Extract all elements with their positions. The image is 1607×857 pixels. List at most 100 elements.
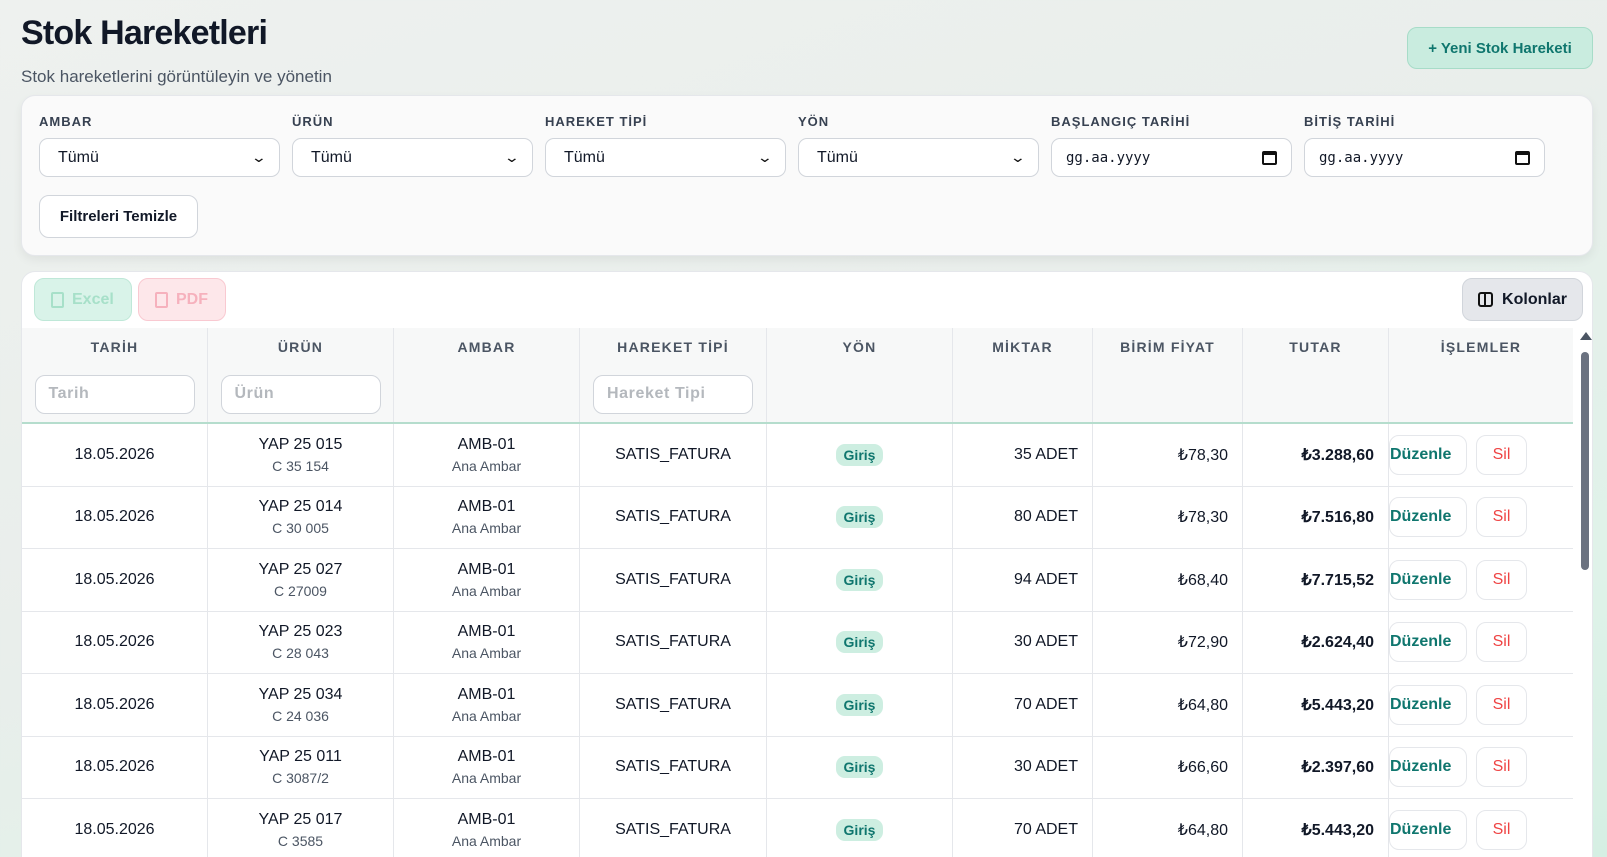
warehouse-name: Ana Ambar: [451, 770, 522, 787]
filter-yon-select[interactable]: Tümü ⌄: [798, 138, 1039, 177]
warehouse-code: AMB-01: [457, 435, 516, 453]
total-text: ₺5.443,20: [1301, 696, 1374, 714]
column-filter-tarih-cell: Tarih: [22, 366, 208, 422]
total-text: ₺2.397,60: [1301, 759, 1374, 777]
start-date-input[interactable]: gg.aa.yyyy: [1051, 138, 1292, 177]
unit-price-text: ₺68,40: [1177, 571, 1228, 589]
calendar-icon[interactable]: [1515, 150, 1530, 165]
cell-type: SATIS_FATURA: [580, 674, 767, 736]
cell-product: YAP 25 027 C 27009: [208, 549, 394, 611]
column-filter-urun-input[interactable]: Ürün: [220, 374, 381, 414]
cell-total: ₺2.397,60: [1243, 736, 1389, 798]
filter-baslangic-label: BAŞLANGIÇ TARİHİ: [1051, 114, 1191, 129]
header-hareket-tipi[interactable]: HAREKET TİPİ: [580, 328, 767, 366]
clear-filters-button[interactable]: Filtreleri Temizle: [39, 195, 198, 238]
cell-quantity: 80 ADET: [953, 486, 1093, 548]
export-excel-button[interactable]: Excel: [34, 278, 132, 321]
table-row[interactable]: 18.05.2026 YAP 25 017 C 3585 AMB-01 Ana …: [22, 799, 1573, 857]
header-miktar[interactable]: MİKTAR: [953, 328, 1093, 366]
direction-badge: Giriş: [835, 443, 884, 466]
quantity-text: 35 ADET: [1013, 445, 1078, 463]
cell-unit-price: ₺78,30: [1093, 486, 1243, 548]
cell-date: 18.05.2026: [22, 424, 208, 486]
delete-button[interactable]: Sil: [1476, 559, 1527, 600]
edit-button[interactable]: Düzenle: [1389, 684, 1467, 725]
product-code: C 3087/2: [272, 770, 329, 787]
header-ambar[interactable]: AMBAR: [394, 328, 580, 366]
delete-button[interactable]: Sil: [1476, 684, 1527, 725]
cell-quantity: 35 ADET: [953, 424, 1093, 486]
export-pdf-label: PDF: [176, 290, 208, 308]
columns-button[interactable]: Kolonlar: [1462, 278, 1583, 321]
quantity-text: 70 ADET: [1013, 820, 1078, 838]
cell-total: ₺7.516,80: [1243, 486, 1389, 548]
edit-button[interactable]: Düzenle: [1389, 622, 1467, 663]
edit-button[interactable]: Düzenle: [1389, 434, 1467, 475]
cell-actions: Düzenle Sil: [1389, 487, 1573, 549]
column-filter-hareket-tipi-cell: Hareket Tipi: [580, 366, 767, 422]
column-filter-row: Tarih Ürün Hareket Tipi: [22, 366, 1573, 424]
end-date-input[interactable]: gg.aa.yyyy: [1304, 138, 1545, 177]
cell-warehouse: AMB-01 Ana Ambar: [394, 736, 580, 798]
cell-type: SATIS_FATURA: [580, 611, 767, 673]
cell-direction: Giriş: [767, 549, 953, 611]
product-name: YAP 25 023: [258, 623, 343, 641]
column-filter-empty: [767, 366, 953, 422]
edit-button[interactable]: Düzenle: [1389, 559, 1467, 600]
column-filter-tarih-input[interactable]: Tarih: [34, 374, 195, 414]
filter-ambar-select[interactable]: Tümü ⌄: [39, 138, 280, 177]
new-stock-movement-button[interactable]: + Yeni Stok Hareketi: [1407, 27, 1593, 69]
table-row[interactable]: 18.05.2026 YAP 25 015 C 35 154 AMB-01 An…: [22, 424, 1573, 487]
columns-label: Kolonlar: [1502, 290, 1567, 308]
cell-product: YAP 25 017 C 3585: [208, 799, 394, 857]
table-row[interactable]: 18.05.2026 YAP 25 034 C 24 036 AMB-01 An…: [22, 674, 1573, 737]
header-urun[interactable]: ÜRÜN: [208, 328, 394, 366]
table-row[interactable]: 18.05.2026 YAP 25 027 C 27009 AMB-01 Ana…: [22, 549, 1573, 612]
column-filter-hareket-tipi-input[interactable]: Hareket Tipi: [593, 374, 753, 414]
cell-direction: Giriş: [767, 674, 953, 736]
product-code: C 24 036: [272, 707, 329, 724]
date-text: 18.05.2026: [74, 758, 155, 776]
delete-button[interactable]: Sil: [1476, 434, 1527, 475]
chevron-down-icon: ⌄: [250, 149, 268, 165]
delete-button[interactable]: Sil: [1476, 747, 1527, 788]
product-name: YAP 25 027: [258, 560, 343, 578]
scroll-up-arrow-icon[interactable]: [1580, 332, 1592, 340]
delete-button[interactable]: Sil: [1476, 622, 1527, 663]
export-pdf-button[interactable]: PDF: [138, 278, 226, 321]
cell-unit-price: ₺64,80: [1093, 674, 1243, 736]
header-tarih[interactable]: TARİH: [22, 328, 208, 366]
table-row[interactable]: 18.05.2026 YAP 25 023 C 28 043 AMB-01 An…: [22, 611, 1573, 674]
calendar-icon[interactable]: [1262, 150, 1277, 165]
table-row[interactable]: 18.05.2026 YAP 25 011 C 3087/2 AMB-01 An…: [22, 736, 1573, 799]
table-row[interactable]: 18.05.2026 YAP 25 014 C 30 005 AMB-01 An…: [22, 486, 1573, 549]
header-islemler: İŞLEMLER: [1440, 339, 1522, 355]
cell-total: ₺5.443,20: [1243, 799, 1389, 857]
header-birim-fiyat[interactable]: BİRİM FİYAT: [1093, 328, 1243, 366]
cell-warehouse: AMB-01 Ana Ambar: [394, 424, 580, 486]
cell-type: SATIS_FATURA: [580, 549, 767, 611]
edit-button[interactable]: Düzenle: [1389, 747, 1467, 788]
table-scrollbar[interactable]: [1579, 328, 1592, 857]
filter-hareket-tipi-select[interactable]: Tümü ⌄: [545, 138, 786, 177]
edit-button[interactable]: Düzenle: [1389, 497, 1467, 538]
edit-button[interactable]: Düzenle: [1389, 809, 1467, 850]
page-header: Stok Hareketleri Stok hareketlerini görü…: [21, 14, 332, 87]
movement-type: SATIS_FATURA: [615, 820, 731, 838]
column-filter-empty: [1093, 366, 1243, 422]
delete-button[interactable]: Sil: [1476, 809, 1527, 850]
header-yon[interactable]: YÖN: [767, 328, 953, 366]
column-filter-empty: [1243, 366, 1389, 422]
cell-date: 18.05.2026: [22, 799, 208, 857]
delete-button[interactable]: Sil: [1476, 497, 1527, 538]
product-code: C 35 154: [272, 457, 329, 474]
column-filter-empty: [394, 366, 580, 422]
cell-warehouse: AMB-01 Ana Ambar: [394, 486, 580, 548]
cell-date: 18.05.2026: [22, 549, 208, 611]
filter-urun-select[interactable]: Tümü ⌄: [292, 138, 533, 177]
unit-price-text: ₺78,30: [1177, 509, 1228, 527]
direction-badge: Giriş: [835, 506, 884, 529]
unit-price-text: ₺72,90: [1177, 634, 1228, 652]
scroll-thumb[interactable]: [1581, 352, 1589, 570]
header-tutar[interactable]: TUTAR: [1243, 328, 1389, 366]
